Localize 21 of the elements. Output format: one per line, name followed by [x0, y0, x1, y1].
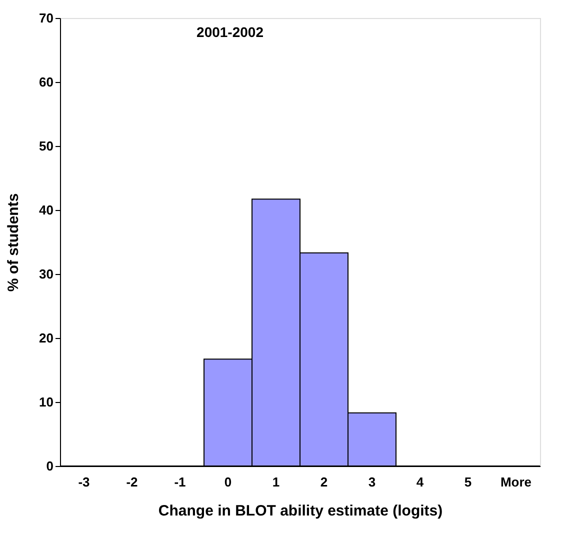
x-axis-title: Change in BLOT ability estimate (logits) — [158, 502, 443, 520]
y-tick-label: 0 — [46, 458, 54, 474]
x-tick-label: 1 — [272, 474, 280, 490]
x-tick-label: -1 — [174, 474, 186, 490]
y-tick-label: 70 — [39, 10, 54, 26]
chart-title: 2001-2002 — [196, 24, 264, 40]
y-axis-title: % of students — [5, 193, 22, 292]
x-tick-label: -2 — [126, 474, 138, 490]
y-tick-label: 30 — [39, 266, 54, 282]
x-tick-label: 2 — [320, 474, 328, 490]
y-tick-label: 60 — [39, 74, 54, 90]
x-tick-label: 3 — [368, 474, 376, 490]
y-tick-label: 40 — [39, 202, 54, 218]
x-tick-label: 0 — [224, 474, 232, 490]
y-tick-label: 20 — [39, 330, 54, 346]
x-tick-label: 4 — [416, 474, 424, 490]
x-tick-label: 5 — [464, 474, 472, 490]
x-tick-label: -3 — [78, 474, 90, 490]
y-tick-label: 50 — [39, 138, 54, 154]
x-tick-label: More — [500, 474, 532, 490]
y-tick-label: 10 — [39, 394, 54, 410]
